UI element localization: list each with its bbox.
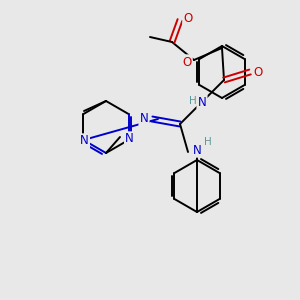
Text: N: N bbox=[193, 143, 201, 157]
Text: N: N bbox=[80, 134, 89, 148]
Text: N: N bbox=[140, 112, 148, 125]
Text: O: O bbox=[183, 11, 193, 25]
Text: H: H bbox=[189, 96, 197, 106]
Text: O: O bbox=[254, 65, 262, 79]
Text: O: O bbox=[182, 56, 192, 68]
Text: N: N bbox=[125, 133, 134, 146]
Text: N: N bbox=[198, 95, 206, 109]
Text: H: H bbox=[204, 137, 212, 147]
